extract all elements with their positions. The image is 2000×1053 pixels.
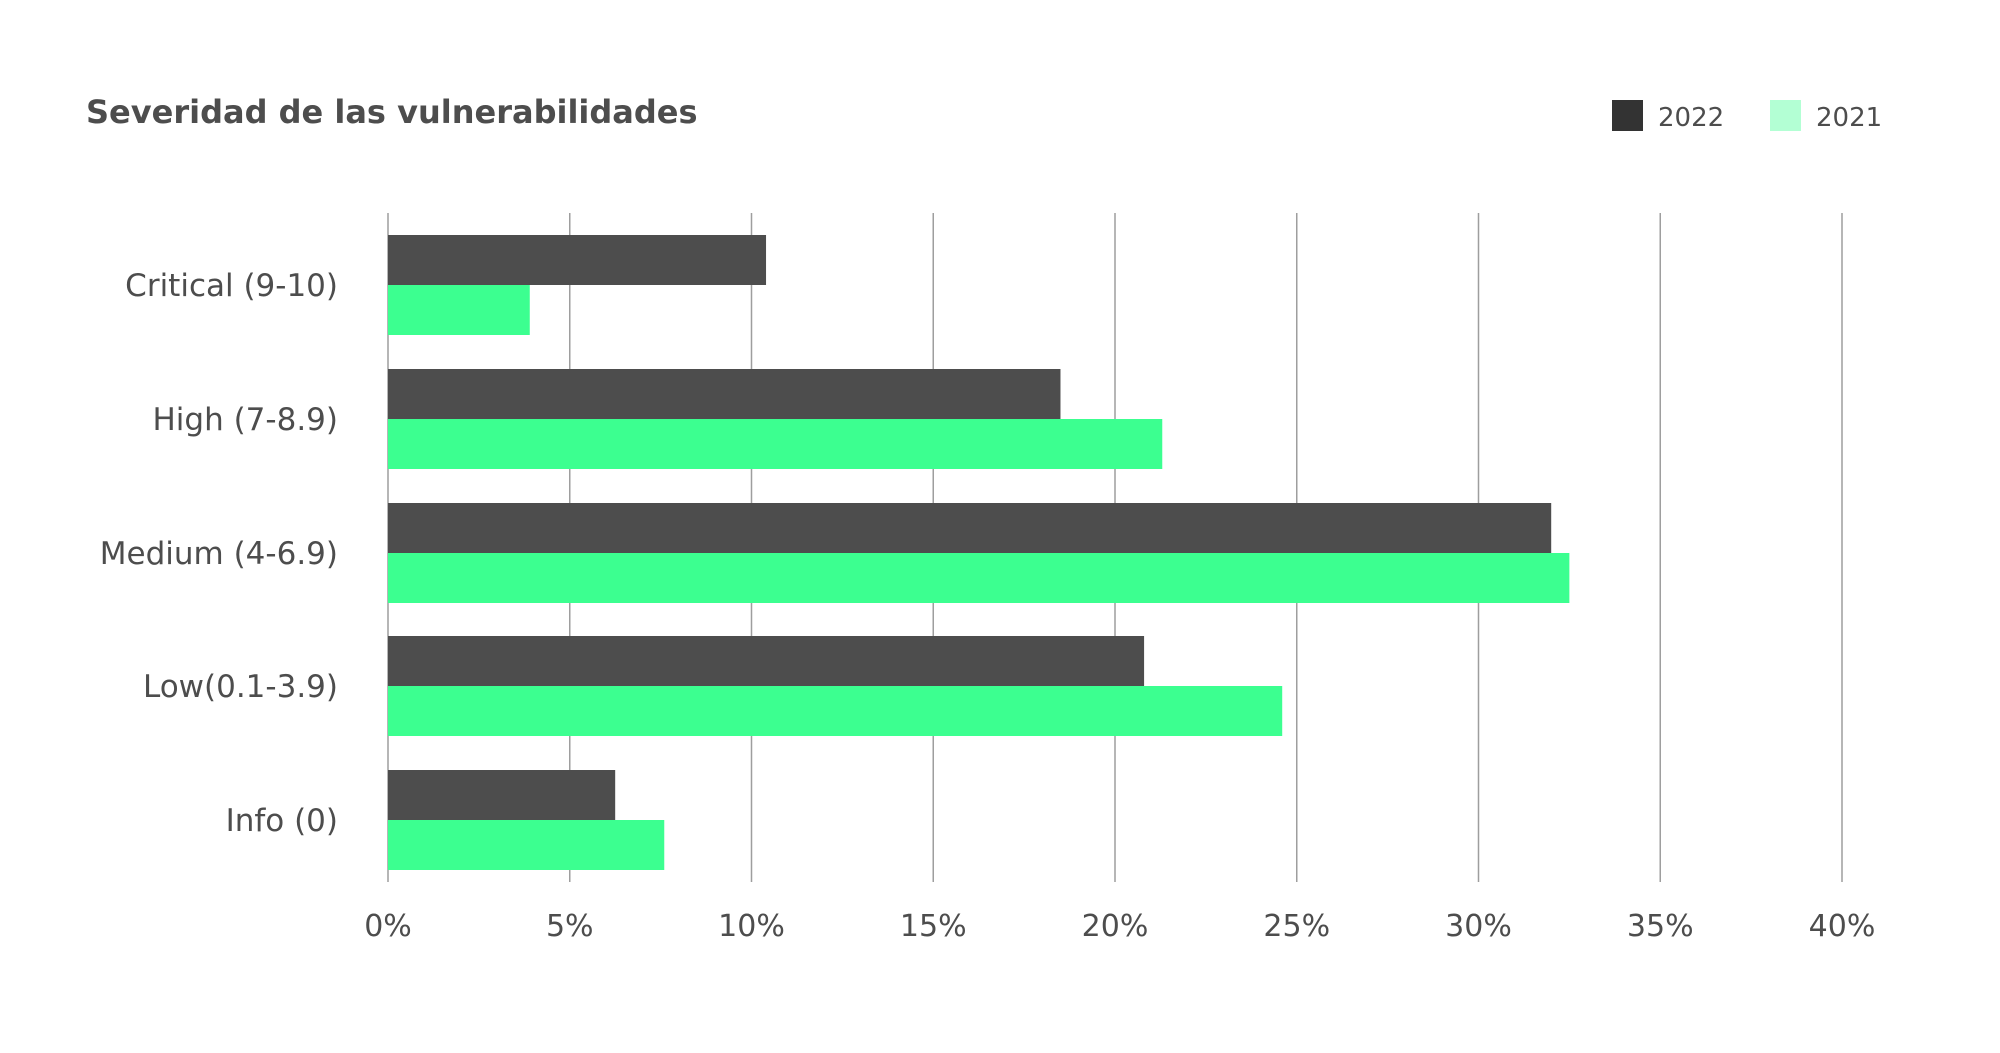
category-label: High (7-8.9) (152, 402, 338, 438)
legend-label-2022: 2022 (1658, 103, 1724, 133)
legend: 2022 2021 (1612, 100, 1882, 133)
x-tick-label: 30% (1445, 909, 1512, 944)
bar-2021-3 (388, 686, 1283, 736)
bar-2022-1 (388, 369, 1061, 419)
bar-2022-2 (388, 503, 1552, 553)
x-tick-label: 15% (900, 909, 967, 944)
bar-2021-1 (388, 419, 1163, 469)
chart-title: Severidad de las vulnerabilidades (86, 93, 698, 131)
category-label: Info (0) (226, 803, 338, 839)
x-tick-label: 25% (1263, 909, 1330, 944)
bar-2021-2 (388, 553, 1570, 603)
x-tick-label: 5% (546, 909, 594, 944)
legend-label-2021: 2021 (1816, 103, 1882, 133)
x-tick-label: 35% (1627, 909, 1694, 944)
x-tick-label: 10% (718, 909, 785, 944)
category-label: Medium (4-6.9) (100, 536, 338, 572)
bars (388, 235, 1570, 870)
x-tick-label: 20% (1082, 909, 1149, 944)
bar-2021-0 (388, 285, 530, 335)
bar-2022-0 (388, 235, 767, 285)
x-tick-labels: 0% 5% 10% 15% 20% 25% 30% 35% 40% (364, 909, 1875, 944)
legend-swatch-2021 (1770, 100, 1801, 131)
category-label: Critical (9-10) (125, 268, 338, 304)
category-label: Low(0.1-3.9) (143, 669, 338, 705)
legend-swatch-2022 (1612, 100, 1643, 131)
category-labels: Critical (9-10) High (7-8.9) Medium (4-6.9… (100, 268, 338, 839)
bar-2021-4 (388, 820, 665, 870)
x-tick-label: 40% (1809, 909, 1876, 944)
x-tick-label: 0% (364, 909, 412, 944)
bar-2022-4 (388, 770, 616, 820)
bar-2022-3 (388, 636, 1145, 686)
